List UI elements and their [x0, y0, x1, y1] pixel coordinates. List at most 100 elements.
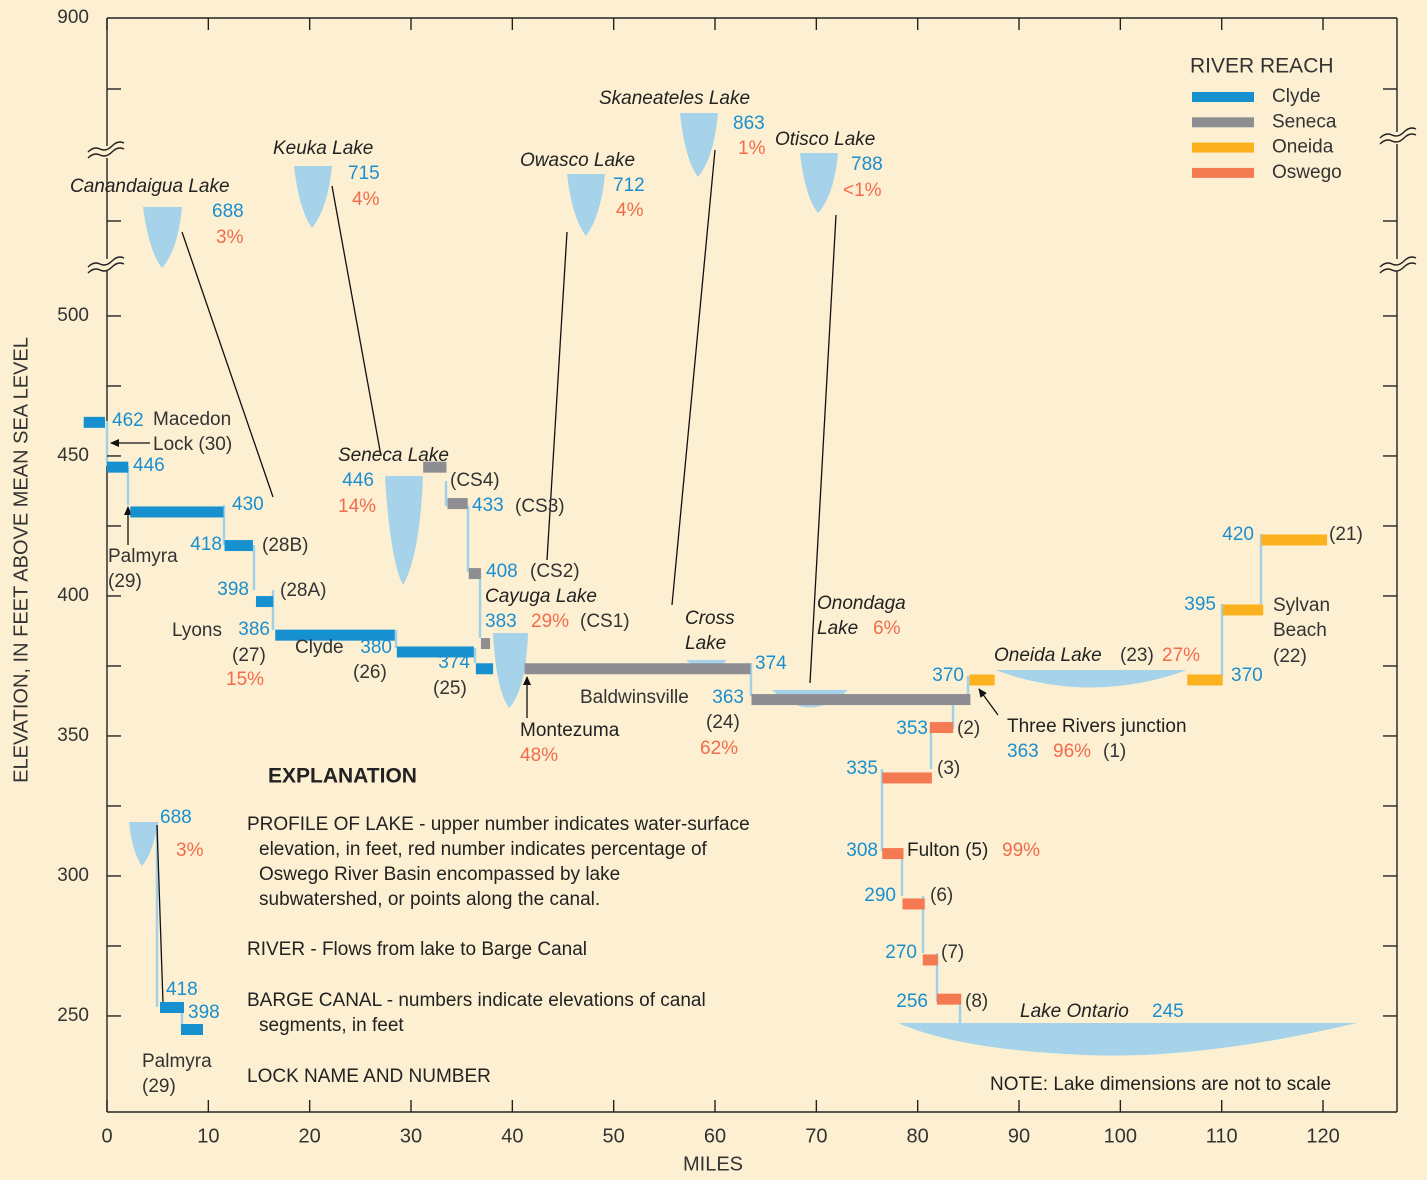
canal-segment [130, 506, 223, 517]
x-tick-label: 10 [197, 1125, 219, 1147]
annotation: <1% [843, 180, 882, 201]
explanation-text: elevation, in feet, red number indicates… [259, 839, 708, 860]
annotation: Lake [685, 633, 726, 654]
legend-label: Clyde [1272, 86, 1321, 107]
annotation: 96% [1053, 741, 1091, 762]
annotation: (29) [108, 571, 142, 592]
annotation: (28B) [262, 535, 308, 556]
annotation: Sylvan [1273, 595, 1330, 616]
legend-swatch [1192, 117, 1254, 127]
page: ELEVATION, IN FEET ABOVE MEAN SEA LEVEL … [0, 0, 1427, 1175]
y-tick-label: 250 [57, 1005, 89, 1026]
explanation-text: RIVER - Flows from lake to Barge Canal [247, 939, 587, 960]
annotation: 6% [873, 618, 901, 639]
annotation: (CS3) [515, 496, 565, 517]
annotation: 62% [700, 738, 738, 759]
canal-segment [225, 540, 253, 551]
annotation: (CS2) [530, 561, 580, 582]
annotation: 99% [1002, 840, 1040, 861]
annotation: Montezuma [520, 720, 620, 741]
explanation-sample: (29) [142, 1076, 176, 1097]
x-tick-label: 0 [101, 1125, 112, 1147]
annotation: Lock (30) [153, 434, 232, 455]
annotation: (CS1) [580, 611, 630, 632]
explanation-sample: 3% [176, 840, 204, 861]
annotation: (22) [1273, 646, 1307, 667]
legend-title: RIVER REACH [1190, 55, 1334, 78]
canal-segment [525, 663, 751, 674]
annotation: (3) [937, 758, 960, 779]
annotation: (28A) [280, 580, 326, 601]
canal-segment [1223, 604, 1264, 615]
annotation: (26) [353, 662, 387, 683]
x-tick-label: 20 [299, 1125, 321, 1147]
canal-segment [937, 994, 961, 1005]
legend-label: Oneida [1272, 137, 1334, 158]
canal-segment [902, 898, 924, 909]
x-axis-label: MILES [683, 1153, 743, 1175]
elevation-label: 270 [885, 942, 917, 963]
elevation-label: 363 [712, 687, 744, 708]
canal-segment [476, 663, 493, 674]
annotation: (6) [930, 885, 953, 906]
elevation-label: 433 [472, 495, 504, 516]
legend-swatch [1192, 92, 1254, 102]
explanation-title: EXPLANATION [268, 765, 417, 788]
annotation: 15% [226, 669, 264, 690]
legend-swatch [1192, 143, 1254, 153]
annotation: (27) [232, 645, 266, 666]
annotation: 1% [738, 138, 766, 159]
y-axis-label: ELEVATION, IN FEET ABOVE MEAN SEA LEVEL [10, 337, 32, 783]
annotation: (1) [1103, 741, 1126, 762]
elevation-label: 446 [342, 470, 374, 491]
x-tick-label: 30 [400, 1125, 422, 1147]
canal-segment [930, 722, 953, 733]
elevation-label: 395 [1184, 594, 1216, 615]
explanation-sample: Palmyra [142, 1051, 212, 1072]
annotation: Baldwinsville [580, 687, 689, 708]
annotation: Lake [817, 618, 858, 639]
annotation: 4% [616, 200, 644, 221]
annotation: Lyons [172, 620, 222, 641]
annotation: 688 [212, 201, 244, 222]
elevation-label: 380 [360, 637, 392, 658]
x-tick-label: 100 [1104, 1125, 1137, 1147]
annotation: Beach [1273, 620, 1327, 641]
annotation: 29% [531, 611, 569, 632]
canal-segment [751, 694, 970, 705]
elevation-label: 374 [755, 653, 787, 674]
x-tick-label: 90 [1008, 1125, 1030, 1147]
canal-segment [882, 772, 932, 783]
annotation: 48% [520, 745, 558, 766]
annotation: 245 [1152, 1001, 1184, 1022]
annotation: 715 [348, 163, 380, 184]
annotation: 27% [1162, 645, 1200, 666]
annotation: (CS4) [450, 470, 500, 491]
annotation: Owasco Lake [520, 150, 635, 171]
y-break-tick-label: 900 [57, 7, 89, 28]
elevation-label: 374 [438, 652, 470, 673]
x-tick-label: 110 [1206, 1125, 1238, 1147]
sample-canal [181, 1024, 203, 1035]
annotation: NOTE: Lake dimensions are not to scale [990, 1074, 1331, 1095]
annotation: (8) [965, 991, 988, 1012]
elevation-label: 290 [864, 885, 896, 906]
annotation: 863 [733, 113, 765, 134]
annotation: (21) [1329, 524, 1363, 545]
y-tick-label: 350 [57, 725, 89, 746]
elevation-label: 383 [485, 611, 517, 632]
y-tick-label: 500 [57, 305, 89, 326]
annotation: Keuka Lake [273, 138, 373, 159]
elevation-label: 308 [846, 840, 878, 861]
x-tick-label: 80 [907, 1125, 929, 1147]
explanation-text: segments, in feet [259, 1015, 404, 1036]
explanation-text: Oswego River Basin encompassed by lake [259, 864, 620, 885]
annotation: 712 [613, 175, 645, 196]
annotation: 363 [1007, 741, 1039, 762]
annotation: (2) [957, 718, 980, 739]
annotation: (23) [1120, 645, 1154, 666]
annotation: Seneca Lake [338, 445, 449, 466]
elevation-label: 418 [190, 534, 222, 555]
elevation-label: 256 [896, 991, 928, 1012]
explanation-sample: 418 [166, 979, 198, 1000]
